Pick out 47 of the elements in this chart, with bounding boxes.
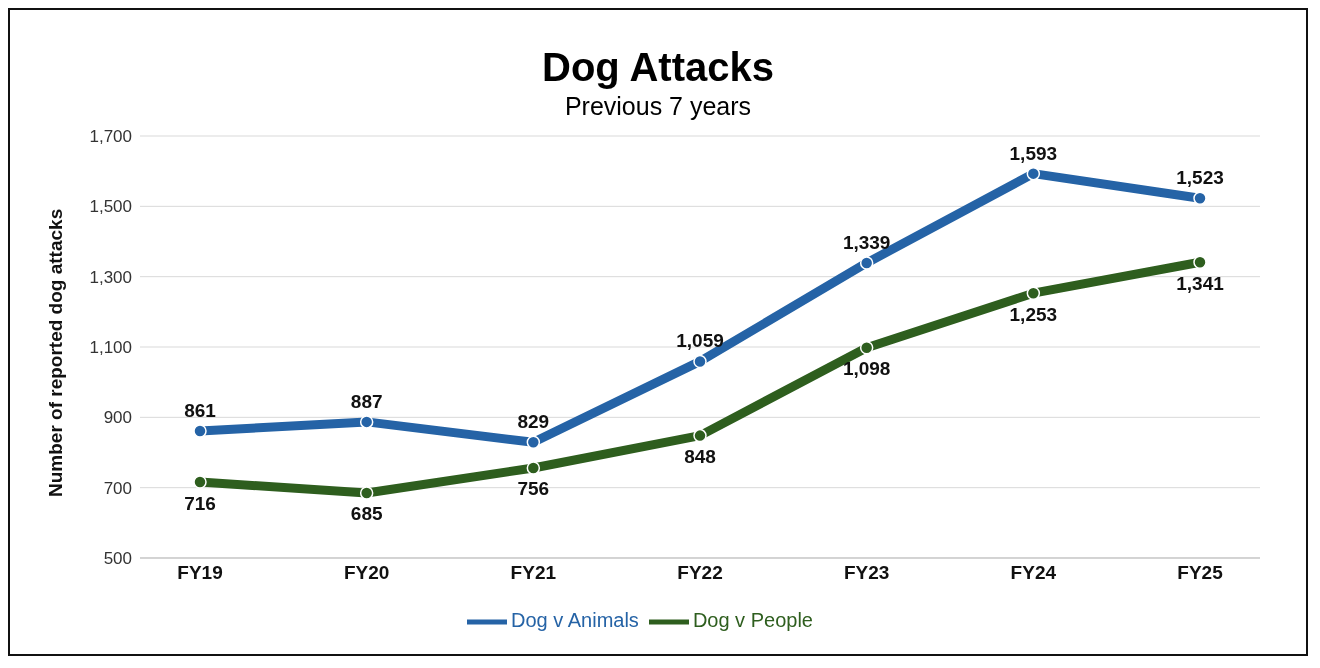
chart-subtitle: Previous 7 years (563, 91, 753, 122)
point (859, 256, 874, 270)
data-label: 1,098 (842, 358, 891, 380)
data-label: 756 (517, 478, 550, 500)
y-tick-label: 1,300 (89, 267, 132, 287)
x-tick-label: FY23 (843, 562, 890, 584)
point (193, 475, 207, 489)
point (1026, 286, 1041, 300)
point (693, 354, 707, 369)
y-tick-label: 700 (103, 478, 132, 498)
x-tick-label: FY22 (677, 562, 723, 584)
point (526, 435, 541, 450)
x-tick-label: FY24 (1010, 562, 1057, 584)
point (193, 424, 207, 438)
x-tick-label: FY21 (510, 562, 557, 584)
point (359, 486, 374, 500)
data-label: 1,341 (1176, 272, 1225, 294)
point (526, 461, 541, 475)
y-tick-label: 500 (103, 549, 132, 569)
point (859, 340, 874, 355)
x-tick-label: FY25 (1177, 562, 1224, 584)
chart-title: Dog Attacks (541, 44, 775, 90)
data-label: 1,523 (1176, 167, 1224, 189)
y-tick-label: 1,700 (89, 127, 132, 147)
y-axis-title: Number of reported dog attacks (44, 208, 66, 497)
point (693, 428, 707, 443)
data-label: 1,593 (1009, 142, 1058, 164)
legend-label: Dog v Animals (511, 609, 639, 632)
data-label: 861 (184, 400, 217, 422)
y-tick-label: 900 (103, 408, 132, 428)
data-label: 1,253 (1009, 303, 1058, 325)
y-tick-label: 1,500 (89, 197, 132, 217)
data-label: 1,339 (842, 231, 891, 253)
data-label: 887 (350, 390, 383, 412)
data-label: 716 (184, 492, 216, 514)
x-tick-label: FY20 (343, 562, 390, 584)
data-label: 848 (684, 446, 716, 468)
point (1193, 255, 1207, 269)
data-label: 685 (350, 503, 383, 525)
data-label: 829 (517, 411, 550, 433)
point (1026, 166, 1041, 181)
legend-label: Dog v People (692, 609, 813, 632)
data-label: 1,059 (676, 330, 724, 352)
point (359, 415, 374, 429)
point (1193, 191, 1207, 205)
x-tick-label: FY19 (177, 562, 223, 584)
y-tick-label: 1,100 (89, 338, 132, 358)
